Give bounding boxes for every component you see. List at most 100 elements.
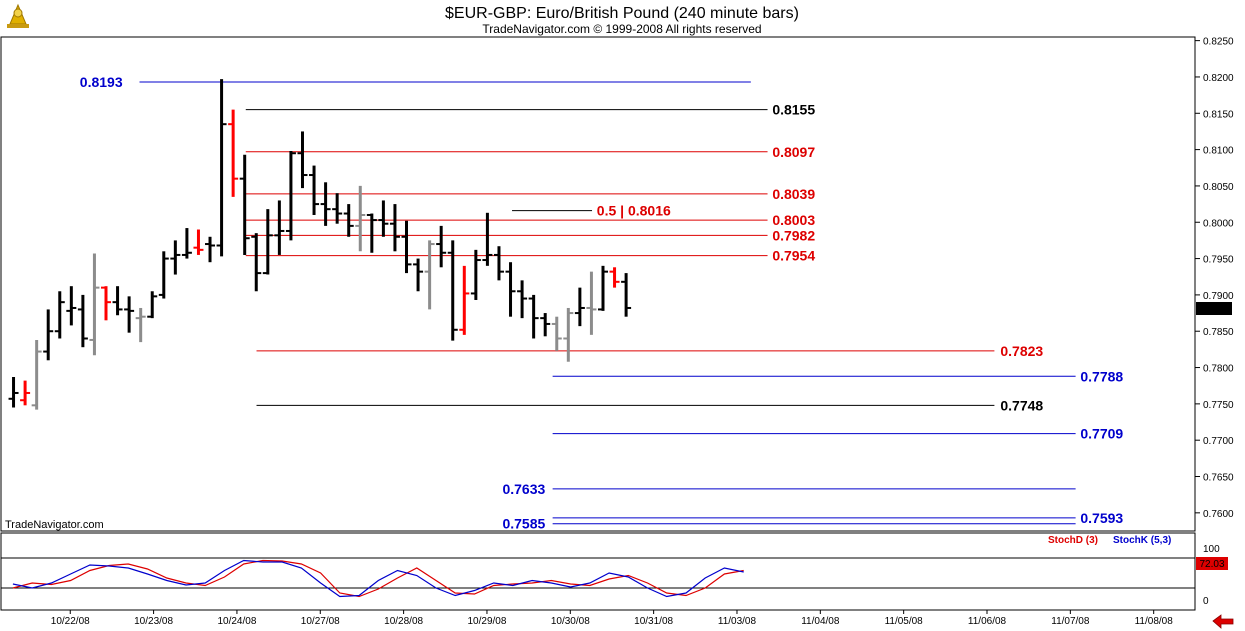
ohlc-bar [597,265,608,311]
ohlc-bar [274,200,285,255]
ohlc-bar [528,294,539,339]
ohlc-bar [517,280,528,319]
level-label: 0.8155 [772,102,815,118]
x-tick-label: 11/08/08 [1135,616,1174,627]
ohlc-bar [158,251,169,299]
ohlc-bar [413,258,424,292]
level-label: 0.7788 [1080,368,1123,384]
level-label: 0.7593 [1080,510,1123,526]
x-tick-label: 10/28/08 [384,616,423,627]
y-tick-label: 0.8000 [1203,218,1234,229]
app-logo-icon [4,3,32,31]
x-tick-label: 10/31/08 [634,616,673,627]
ohlc-bar [135,307,146,343]
x-tick-label: 10/22/08 [51,616,90,627]
level-label: 0.8003 [772,212,815,228]
ohlc-bar [332,193,343,224]
stochd-line [12,559,744,598]
ohlc-bar [262,209,273,275]
osc-current-value: 72.03 [1199,559,1224,570]
x-tick-label: 10/24/08 [217,616,256,627]
y-tick-label: 0.7650 [1203,473,1234,484]
level-label: 0.7585 [502,516,545,532]
y-tick-label: 0.7700 [1203,436,1234,447]
ohlc-bar [112,286,123,316]
chart-subtitle: TradeNavigator.com © 1999-2008 All right… [482,22,761,36]
ohlc-bar [43,309,54,361]
y-tick-label: 0.8150 [1203,109,1234,120]
level-label: 0.8097 [772,144,815,160]
ohlc-bar [193,229,204,255]
ohlc-bar [205,236,216,263]
ohlc-bar [101,286,112,321]
watermark: TradeNavigator.com [5,519,104,531]
y-tick-label: 0.7750 [1203,400,1234,411]
last-price-badge: 0.7864 [1196,302,1232,315]
ohlc-bar [20,380,31,406]
ohlc-bar [66,286,77,326]
x-tick-label: 10/30/08 [551,616,590,627]
ohlc-bar [77,294,88,348]
x-tick-label: 11/03/08 [718,616,757,627]
ohlc-bar [251,233,262,292]
level-label: 0.7748 [1000,397,1043,413]
ohlc-bar [378,200,389,237]
x-tick-label: 10/29/08 [467,616,506,627]
level-label: 0.5 | 0.8016 [597,203,671,219]
ohlc-bar [343,204,354,237]
x-tick-label: 11/06/08 [968,616,1007,627]
ohlc-bar [470,249,481,300]
ohlc-bar [459,265,470,335]
level-label: 0.8193 [80,74,123,90]
level-label: 0.7823 [1000,343,1043,359]
ohlc-bar [170,240,181,275]
y-tick-label: 0.7800 [1203,364,1234,375]
x-tick-label: 11/05/08 [885,616,924,627]
ohlc-bar [551,316,562,351]
last-price-value: 0.7864 [1199,304,1230,315]
ohlc-bar [8,376,19,408]
level-label: 0.7982 [772,227,815,243]
ohlc-bar [540,313,551,337]
x-tick-label: 11/04/08 [801,616,840,627]
ohlc-bar [54,291,65,339]
x-tick-label: 11/07/08 [1051,616,1090,627]
ohlc-bar [401,220,412,274]
level-label: 0.8039 [772,186,815,202]
scroll-right-arrow-icon[interactable] [1207,614,1237,629]
ohlc-bar [239,154,250,255]
ohlc-bar [216,79,227,257]
y-tick-label: 0.8200 [1203,73,1234,84]
oscillator-panel [0,532,1196,611]
ohlc-bar [147,291,158,319]
price-panel [0,36,1196,532]
ohlc-bar [424,240,435,310]
ohlc-bar [89,253,100,356]
y-tick-label: 0.7950 [1203,255,1234,266]
ohlc-bar [493,246,504,281]
y-tick-label: 0.8250 [1203,37,1234,48]
ohlc-bar [228,109,239,197]
ohlc-bar [366,213,377,253]
ohlc-bar [505,262,516,317]
osc-label-0: 0 [1203,596,1209,607]
ohlc-bar [482,212,493,266]
ohlc-bar [621,273,632,317]
ohlc-bar [586,271,597,335]
osc-value-badge: 72.03 [1196,557,1228,570]
ohlc-bar [447,240,458,341]
ohlc-bar [31,339,42,410]
x-tick-label: 10/27/08 [301,616,340,627]
chart-title: $EUR-GBP: Euro/British Pound (240 minute… [445,5,799,22]
stochk-legend: StochK (5,3) [1113,535,1171,546]
y-tick-label: 0.8100 [1203,146,1234,157]
ohlc-bar [609,267,620,288]
y-tick-label: 0.7600 [1203,509,1234,520]
ohlc-bar [309,165,320,215]
ohlc-bar [389,204,400,252]
ohlc-bar [181,228,192,259]
y-tick-label: 0.7900 [1203,291,1234,302]
level-label: 0.7954 [772,248,815,264]
y-tick-label: 0.7850 [1203,327,1234,338]
